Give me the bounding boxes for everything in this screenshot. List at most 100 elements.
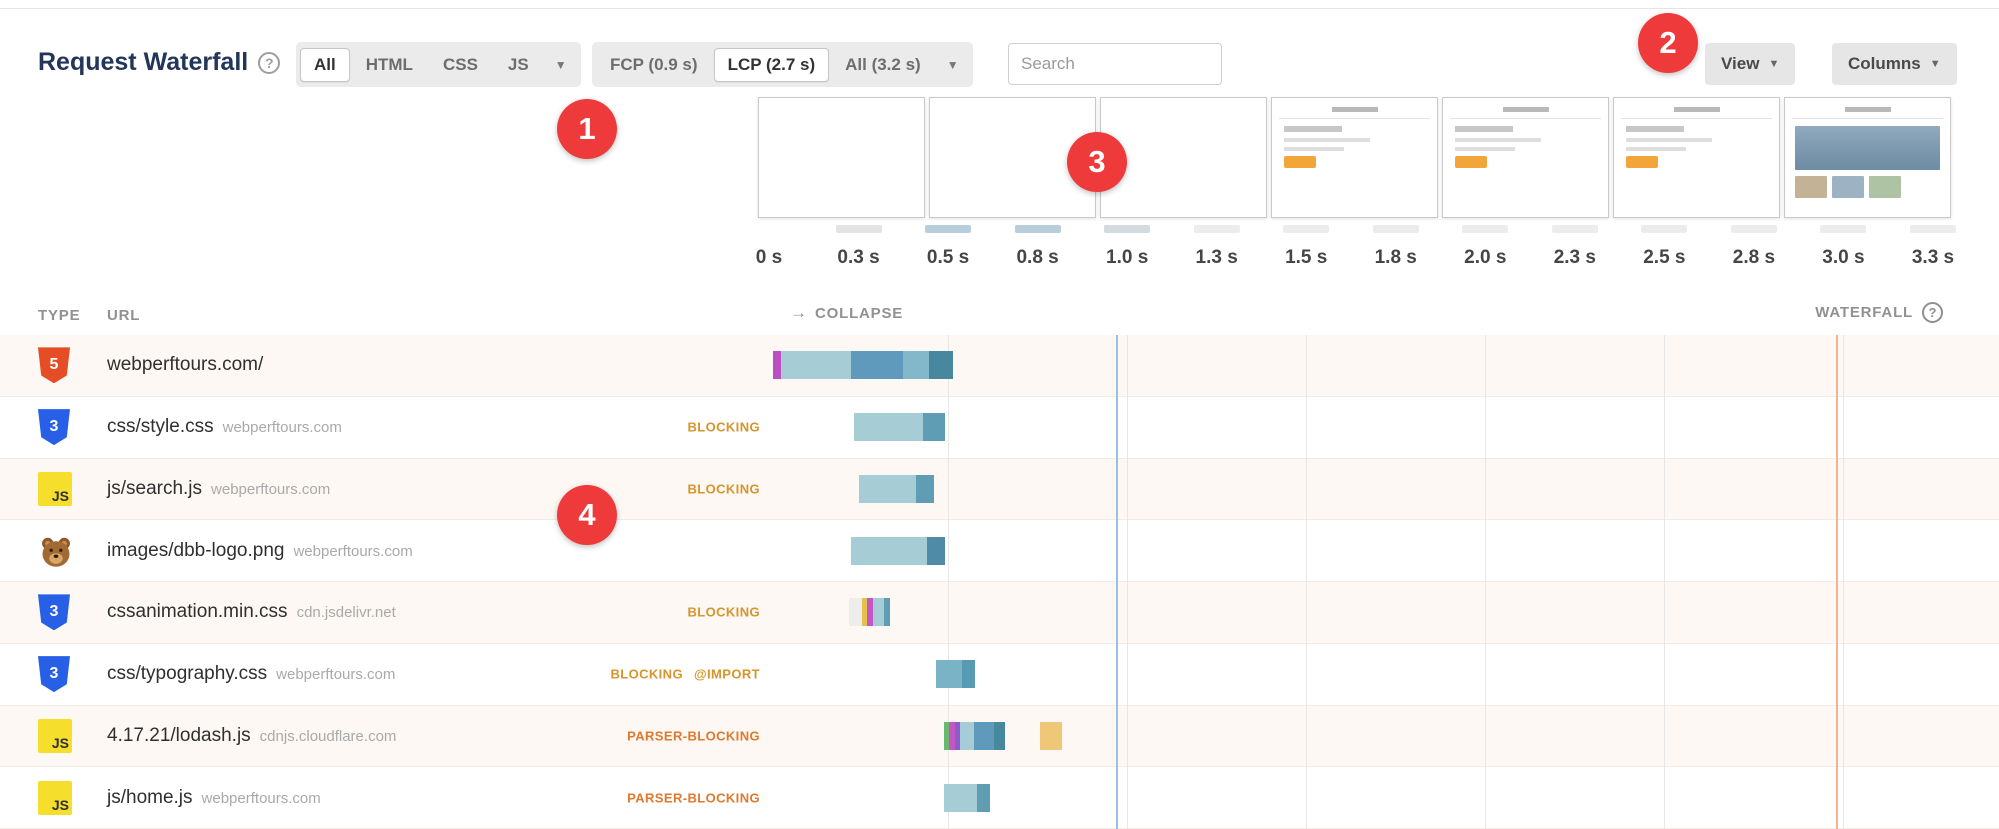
- waterfall-bar-segment[interactable]: [943, 721, 950, 750]
- filmstrip-progress-segment: [1014, 225, 1061, 233]
- waterfall-bar-segment[interactable]: [923, 413, 946, 442]
- filmstrip-frame[interactable]: [1100, 97, 1267, 218]
- waterfall-bar-segment[interactable]: [962, 660, 975, 689]
- request-domain: webperftours.com: [222, 419, 342, 437]
- request-domain: webperftours.com: [201, 789, 321, 807]
- request-url[interactable]: css/style.css: [107, 416, 214, 438]
- waterfall-help-icon[interactable]: ?: [1922, 302, 1943, 323]
- table-row[interactable]: JS js/home.js webperftours.com PARSER-BLOCK…: [0, 767, 1999, 829]
- metric-filter-option-lcp-2-7-s[interactable]: LCP (2.7 s): [713, 47, 830, 82]
- type-filter-dropdown[interactable]: ▼: [545, 51, 577, 79]
- table-header: TYPE URL → COLLAPSE WATERFALL ?: [0, 296, 1999, 336]
- table-row[interactable]: 3 cssanimation.min.css cdn.jsdelivr.net BLO…: [0, 582, 1999, 644]
- filmstrip-frame[interactable]: [1442, 97, 1609, 218]
- filmstrip-progress-segment: [1909, 225, 1956, 233]
- js-file-icon: JS: [38, 471, 72, 506]
- request-url[interactable]: cssanimation.min.css: [107, 601, 288, 623]
- filmstrip-progress-segment: [1462, 225, 1509, 233]
- waterfall-bar-segment[interactable]: [976, 783, 990, 812]
- annotation-badge-1: 1: [557, 99, 617, 159]
- table-row[interactable]: images/dbb-logo.png webperftours.com: [0, 520, 1999, 582]
- view-button[interactable]: View ▼: [1705, 43, 1796, 85]
- time-label: 3.0 s: [1822, 247, 1865, 268]
- time-label: 2.8 s: [1732, 247, 1776, 268]
- waterfall-bar-segment[interactable]: [929, 351, 953, 380]
- time-label: 1.3 s: [1195, 247, 1238, 268]
- collapse-arrow-icon: →: [790, 303, 807, 322]
- js-file-icon: JS: [38, 780, 72, 815]
- columns-button-label: Columns: [1848, 54, 1921, 73]
- filmstrip-progress-segment: [1820, 225, 1867, 233]
- request-domain: webperftours.com: [293, 542, 413, 560]
- table-row[interactable]: 3 css/typography.css webperftours.com BLOCK…: [0, 643, 1999, 706]
- waterfall-bar-segment[interactable]: [959, 721, 974, 750]
- waterfall-bar-segment[interactable]: [867, 598, 873, 627]
- filmstrip-frame[interactable]: [1613, 97, 1780, 218]
- request-url[interactable]: css/typography.css: [107, 663, 268, 685]
- waterfall-bar-segment[interactable]: [851, 536, 927, 565]
- column-header-url: URL: [107, 307, 141, 324]
- metric-filter-dropdown[interactable]: ▼: [937, 51, 969, 79]
- waterfall-bar-segment[interactable]: [936, 660, 963, 689]
- request-domain: cdn.jsdelivr.net: [296, 604, 396, 622]
- type-filter-option-all[interactable]: All: [300, 47, 350, 82]
- waterfall-bar-segment[interactable]: [955, 721, 960, 750]
- waterfall-bar-segment[interactable]: [848, 598, 863, 627]
- waterfall-bar-segment[interactable]: [858, 474, 916, 503]
- column-header-type: TYPE: [38, 307, 81, 324]
- type-filter-option-css[interactable]: CSS: [429, 48, 492, 82]
- filmstrip-frame[interactable]: [1271, 97, 1438, 218]
- waterfall-bar-segment[interactable]: [1040, 721, 1062, 750]
- columns-button[interactable]: Columns ▼: [1832, 43, 1957, 85]
- waterfall-bar-segment[interactable]: [883, 598, 891, 627]
- filmstrip-progress-segment: [1104, 225, 1151, 233]
- table-row[interactable]: JS 4.17.21/lodash.js cdnjs.cloudflare.com P…: [0, 705, 1999, 768]
- time-label: 0 s: [755, 247, 783, 268]
- waterfall-bar-segment[interactable]: [780, 351, 851, 380]
- chevron-down-icon: ▼: [1768, 58, 1780, 70]
- collapse-button[interactable]: → COLLAPSE: [784, 302, 909, 324]
- table-row[interactable]: 5 webperftours.com/: [0, 335, 1999, 397]
- waterfall-bar-segment[interactable]: [915, 474, 935, 503]
- filmstrip-progress-segment: [925, 225, 972, 233]
- filmstrip-frame[interactable]: [758, 97, 925, 218]
- time-label: 1.5 s: [1285, 247, 1328, 268]
- metric-filter-option-fcp-0-9-s[interactable]: FCP (0.9 s): [596, 48, 712, 82]
- title-help-icon[interactable]: ?: [258, 51, 281, 74]
- css-file-icon: 3: [38, 656, 70, 693]
- table-row[interactable]: JS js/search.js webperftours.com BLOCKING: [0, 458, 1999, 521]
- metric-filter-group: FCP (0.9 s) LCP (2.7 s) All (3.2 s) ▼: [592, 42, 973, 87]
- waterfall-bar-segment[interactable]: [926, 536, 946, 565]
- table-row[interactable]: 3 css/style.css webperftours.com BLOCKING: [0, 396, 1999, 459]
- css-file-icon: 3: [38, 594, 70, 631]
- waterfall-bar-segment[interactable]: [993, 721, 1006, 750]
- request-url[interactable]: 4.17.21/lodash.js: [107, 724, 251, 746]
- parser-blocking-badge: PARSER-BLOCKING: [627, 790, 760, 806]
- waterfall-bar-segment[interactable]: [973, 721, 994, 750]
- filmstrip-frame[interactable]: [1784, 97, 1951, 218]
- blocking-badge: BLOCKING: [610, 666, 683, 682]
- row-badges: BLOCKING: [687, 481, 760, 496]
- request-url[interactable]: webperftours.com/: [107, 354, 264, 376]
- request-url[interactable]: js/home.js: [107, 786, 193, 808]
- row-badges: PARSER-BLOCKING: [627, 728, 760, 743]
- filmstrip-progress-segment: [1283, 225, 1330, 233]
- blocking-badge: BLOCKING: [687, 419, 760, 435]
- waterfall-bar-segment[interactable]: [850, 351, 903, 380]
- search-input[interactable]: [1008, 43, 1222, 85]
- waterfall-bar-segment[interactable]: [853, 413, 923, 442]
- type-filter-option-html[interactable]: HTML: [352, 48, 427, 82]
- waterfall-bar-segment[interactable]: [772, 351, 781, 380]
- metric-filter-option-all-3-2-s[interactable]: All (3.2 s): [831, 48, 935, 82]
- request-url[interactable]: images/dbb-logo.png: [107, 539, 285, 561]
- request-url[interactable]: js/search.js: [107, 477, 203, 499]
- type-filter-option-js[interactable]: JS: [494, 48, 543, 82]
- waterfall-bar-segment[interactable]: [902, 351, 930, 380]
- blocking-badge: BLOCKING: [687, 481, 760, 497]
- waterfall-bar-segment[interactable]: [943, 783, 977, 812]
- waterfall-bar-segment[interactable]: [872, 598, 884, 627]
- time-label: 3.3 s: [1911, 247, 1955, 268]
- waterfall-bar-segment[interactable]: [949, 721, 956, 750]
- waterfall-bar-segment[interactable]: [862, 598, 868, 627]
